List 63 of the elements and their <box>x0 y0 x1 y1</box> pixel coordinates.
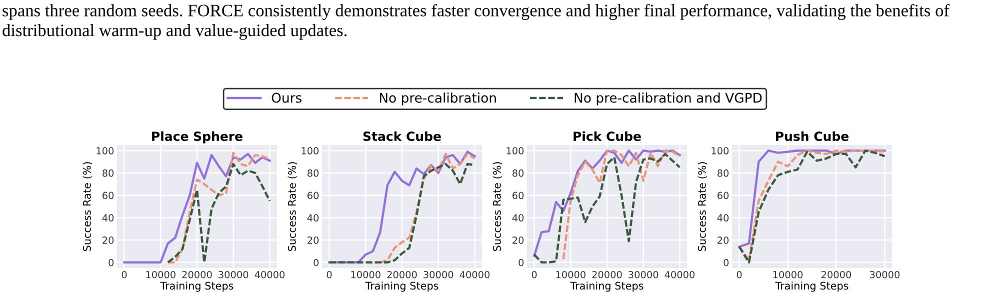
x-tick-label: 20000 <box>387 270 417 278</box>
y-tick-label: 40 <box>717 214 729 222</box>
legend-label: No pre-calibration <box>380 92 496 106</box>
y-tick-label: 100 <box>506 147 524 154</box>
legend-label: No pre-calibration and VGPD <box>574 92 762 106</box>
chart-title: Place Sphere <box>152 131 242 144</box>
x-tick-label: 20000 <box>182 270 212 278</box>
y-tick-label: 80 <box>102 169 114 177</box>
x-tick-label: 0 <box>532 270 537 278</box>
x-tick-label: 10000 <box>351 270 380 278</box>
x-tick-label: 10000 <box>773 270 803 278</box>
y-axis-title: Success Rate (%) <box>492 162 502 252</box>
y-tick-label: 100 <box>302 147 319 154</box>
x-tick-label: 10000 <box>146 270 176 278</box>
y-axis-title: Success Rate (%) <box>82 162 92 252</box>
x-tick-label: 30000 <box>628 270 658 278</box>
x-tick-label: 20000 <box>821 270 852 278</box>
chart-title: Push Cube <box>776 131 849 142</box>
x-tick-label: 0 <box>326 270 332 278</box>
y-tick-label: 20 <box>512 236 524 244</box>
y-tick-label: 60 <box>308 192 319 200</box>
x-tick-label: 10000 <box>556 270 586 278</box>
y-axis-title: Success Rate (%) <box>698 162 708 252</box>
y-tick-label: 0 <box>108 258 114 266</box>
text: distributional warm-up and value-guided updates. <box>2 24 347 40</box>
y-axis-title: Success Rate (%) <box>288 162 298 252</box>
x-axis-title: Training Steps <box>775 282 848 292</box>
y-tick-label: 100 <box>96 147 114 154</box>
x-tick-label: 40000 <box>460 270 490 278</box>
y-tick-label: 0 <box>518 258 524 266</box>
y-tick-label: 0 <box>724 258 729 266</box>
x-tick-label: 30000 <box>218 270 248 278</box>
x-axis-title: Training Steps <box>160 282 234 292</box>
y-tick-label: 80 <box>308 169 319 177</box>
chart-title: Stack Cube <box>363 131 441 142</box>
y-tick-label: 80 <box>512 169 524 177</box>
x-tick-label: 30000 <box>870 270 900 278</box>
y-tick-label: 40 <box>307 214 319 222</box>
x-axis-title: Training Steps <box>365 282 438 292</box>
y-tick-label: 20 <box>308 236 319 244</box>
y-tick-label: 100 <box>712 147 729 154</box>
text: spans three random seeds. FORCE consistently demonstrates faster convergence and higher final performance, validating the benefits of <box>2 4 950 20</box>
y-tick-label: 60 <box>512 192 524 200</box>
line-series <box>379 152 476 264</box>
x-axis-title: Training Steps <box>570 282 644 292</box>
y-tick-label: 60 <box>718 192 729 200</box>
y-tick-label: 60 <box>102 192 114 200</box>
x-tick-label: 0 <box>122 270 127 278</box>
line-series <box>562 149 681 260</box>
y-tick-label: 20 <box>102 236 114 244</box>
y-tick-label: 40 <box>102 214 114 222</box>
chart-title: Pick Cube <box>574 131 641 142</box>
y-tick-label: 20 <box>718 236 729 244</box>
x-tick-label: 30000 <box>424 270 454 278</box>
y-tick-label: 0 <box>314 258 319 266</box>
line-series <box>123 152 271 264</box>
x-tick-label: 40000 <box>254 270 285 278</box>
y-tick-label: 40 <box>512 214 524 222</box>
legend-label: Ours <box>272 92 302 103</box>
x-tick-label: 0 <box>736 270 742 278</box>
y-tick-label: 80 <box>718 169 729 177</box>
x-tick-label: 20000 <box>592 270 622 278</box>
x-tick-label: 40000 <box>664 270 695 278</box>
